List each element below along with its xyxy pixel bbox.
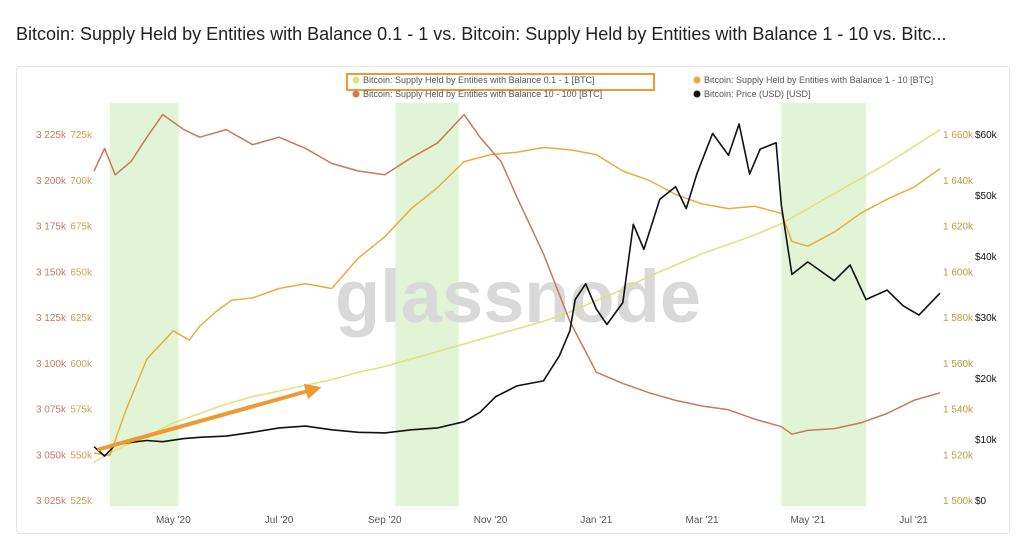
y-right-inner-tick-label: 1 600k — [943, 267, 974, 278]
legend: Bitcoin: Supply Held by Entities with Ba… — [346, 73, 933, 99]
series-line-1 — [93, 128, 941, 464]
y-left-inner-tick-label: 575k — [70, 405, 93, 416]
y-left-inner-tick-label: 725k — [70, 130, 93, 141]
shaded-region-1 — [109, 103, 179, 506]
y-left-outer-tick-label: 3 100k — [36, 359, 67, 370]
y-left-inner-tick-label: 550k — [70, 450, 93, 461]
x-tick-label: Sep '20 — [368, 515, 402, 526]
y-right-inner-tick-label: 1 620k — [943, 222, 974, 233]
y-right-outer-tick-label: $60k — [975, 130, 998, 141]
arrow-head — [303, 383, 322, 400]
y-right-inner-tick-label: 1 540k — [943, 405, 974, 416]
y-right-inner-tick-label: 1 500k — [943, 496, 974, 507]
x-tick-label: Mar '21 — [686, 515, 719, 526]
y-left-outer-tick-label: 3 075k — [36, 405, 67, 416]
legend-swatch — [352, 76, 360, 84]
x-tick-label: Jul '21 — [899, 515, 928, 526]
y-left-outer-tick-label: 3 175k — [36, 222, 67, 233]
legend-item-1[interactable]: Bitcoin: Supply Held by Entities with Ba… — [363, 75, 595, 85]
legend-swatch — [352, 90, 360, 98]
x-tick-label: May '20 — [156, 515, 191, 526]
y-left-outer-tick-label: 3 050k — [36, 450, 67, 461]
arrow-shaft — [97, 389, 308, 452]
x-tick-label: Nov '20 — [474, 515, 508, 526]
page-title: Bitcoin: Supply Held by Entities with Ba… — [16, 24, 947, 44]
y-right-outer-tick-label: $0 — [975, 496, 987, 507]
series-lines — [93, 113, 941, 464]
y-left-inner-tick-label: 700k — [70, 176, 93, 187]
y-right-outer-tick-label: $40k — [975, 252, 998, 263]
y-right-inner-tick-label: 1 520k — [943, 450, 974, 461]
y-right-outer-tick-label: $50k — [975, 191, 998, 202]
annotation-arrow — [97, 383, 322, 452]
y-left-outer-tick-label: 3 125k — [36, 313, 67, 324]
shaded-region-2 — [395, 103, 459, 506]
series-line-2 — [93, 146, 941, 457]
legend-item-3[interactable]: Bitcoin: Supply Held by Entities with Ba… — [363, 89, 602, 99]
y-left-outer-tick-label: 3 025k — [36, 496, 67, 507]
legend-swatch — [693, 90, 701, 98]
watermark: glassnode — [335, 255, 701, 338]
y-right-inner-tick-label: 1 560k — [943, 359, 974, 370]
y-right-outer-tick-label: $30k — [975, 313, 998, 324]
legend-item-4[interactable]: Bitcoin: Price (USD) [USD] — [704, 89, 811, 99]
y-right-outer-tick-label: $20k — [975, 374, 998, 385]
series-line-4 — [93, 123, 941, 457]
x-tick-label: Jul '20 — [265, 515, 294, 526]
y-left-inner-tick-label: 675k — [70, 222, 93, 233]
y-left-inner-tick-label: 600k — [70, 359, 93, 370]
legend-item-2[interactable]: Bitcoin: Supply Held by Entities with Ba… — [704, 75, 933, 85]
legend-swatch — [693, 76, 701, 84]
shaded-region-3 — [781, 103, 866, 506]
y-left-outer-tick-label: 3 200k — [36, 176, 67, 187]
x-tick-label: Jan '21 — [580, 515, 612, 526]
y-left-inner-tick-label: 525k — [70, 496, 93, 507]
shaded-regions — [109, 103, 866, 506]
y-right-inner-tick-label: 1 640k — [943, 176, 974, 187]
x-tick-label: May '21 — [790, 515, 825, 526]
series-line-3 — [93, 113, 941, 435]
y-left-inner-tick-label: 650k — [70, 267, 93, 278]
legend-highlight-box — [346, 73, 655, 91]
y-left-outer-tick-label: 3 150k — [36, 267, 67, 278]
y-left-outer-tick-label: 3 225k — [36, 130, 67, 141]
y-left-inner-tick-label: 625k — [70, 313, 93, 324]
y-right-inner-tick-label: 1 580k — [943, 313, 974, 324]
y-right-outer-tick-label: $10k — [975, 435, 998, 446]
y-right-inner-tick-label: 1 660k — [943, 130, 974, 141]
axis-ticks: 3 225k 3 200k 3 175k 3 150k 3 125k 3 100k 3 07… — [36, 130, 998, 526]
